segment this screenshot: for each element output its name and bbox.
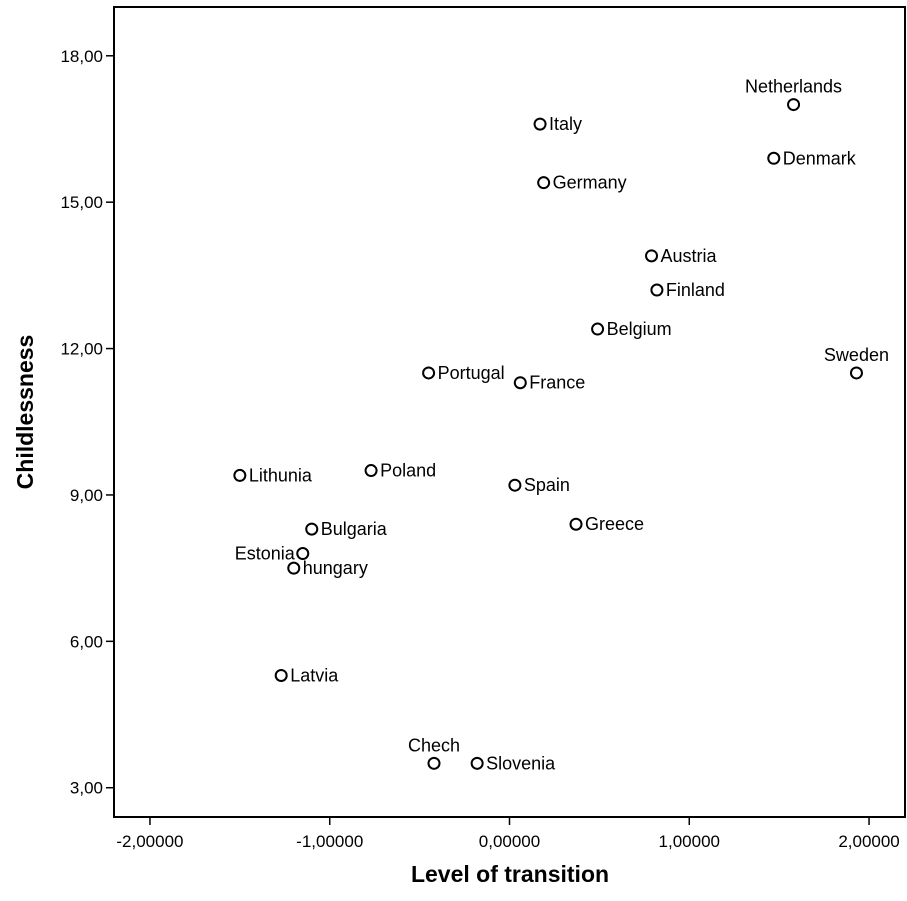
y-axis-title: Childlessness: [12, 335, 38, 490]
point-label: Estonia: [235, 544, 296, 564]
plot-frame: [113, 6, 906, 818]
data-point: [287, 561, 301, 575]
y-tick-label: 12,00: [60, 340, 103, 359]
x-tick-label: -1,00000: [296, 832, 363, 851]
point-label: Spain: [524, 475, 570, 495]
data-point: [296, 547, 310, 561]
y-tick-label: 3,00: [70, 779, 103, 798]
data-point: [274, 668, 288, 682]
data-point: [591, 322, 605, 336]
x-axis: -2,00000 -1,00000 0,00000 1,00000 2,00000: [116, 817, 900, 851]
data-point: [537, 176, 551, 190]
point-label: Latvia: [290, 665, 339, 685]
data-point: [422, 366, 436, 380]
data-point: [645, 249, 659, 263]
data-point: [513, 376, 527, 390]
data-point: [787, 98, 801, 112]
y-axis: 3,00 6,00 9,00 12,00 15,00 18,00: [60, 47, 114, 798]
point-label: Bulgaria: [321, 519, 388, 539]
x-tick-label: 1,00000: [659, 832, 720, 851]
point-label: Lithunia: [249, 465, 313, 485]
point-label: Slovenia: [486, 753, 556, 773]
point-label: Greece: [585, 514, 644, 534]
point-label: Italy: [549, 114, 582, 134]
point-label: Portugal: [438, 363, 505, 383]
data-point: [508, 478, 522, 492]
point-label: Poland: [380, 461, 436, 481]
data-point: [305, 522, 319, 536]
point-label: Sweden: [824, 345, 889, 365]
x-tick-label: -2,00000: [116, 832, 183, 851]
point-label: Chech: [408, 735, 460, 755]
y-tick-label: 15,00: [60, 193, 103, 212]
data-point: [849, 366, 863, 380]
y-tick-label: 6,00: [70, 632, 103, 651]
point-label: Finland: [666, 280, 725, 300]
data-point: [364, 464, 378, 478]
data-point: [233, 468, 247, 482]
y-tick-label: 9,00: [70, 486, 103, 505]
data-point: [650, 283, 664, 297]
data-point: [569, 517, 583, 531]
point-label: Austria: [661, 246, 718, 266]
point-label: hungary: [303, 558, 368, 578]
data-point: [470, 756, 484, 770]
point-label: Netherlands: [745, 77, 842, 97]
x-tick-label: 2,00000: [838, 832, 899, 851]
y-tick-label: 18,00: [60, 47, 103, 66]
data-point: [767, 151, 781, 165]
data-points: Netherlands Italy Denmark Germany Austria Fin…: [233, 77, 889, 773]
x-tick-label: 0,00000: [479, 832, 540, 851]
x-axis-title: Level of transition: [411, 861, 609, 887]
point-label: Germany: [553, 173, 627, 193]
point-label: Belgium: [607, 319, 672, 339]
data-point: [533, 117, 547, 131]
point-label: Denmark: [783, 148, 857, 168]
point-label: France: [529, 373, 585, 393]
data-point: [427, 756, 441, 770]
